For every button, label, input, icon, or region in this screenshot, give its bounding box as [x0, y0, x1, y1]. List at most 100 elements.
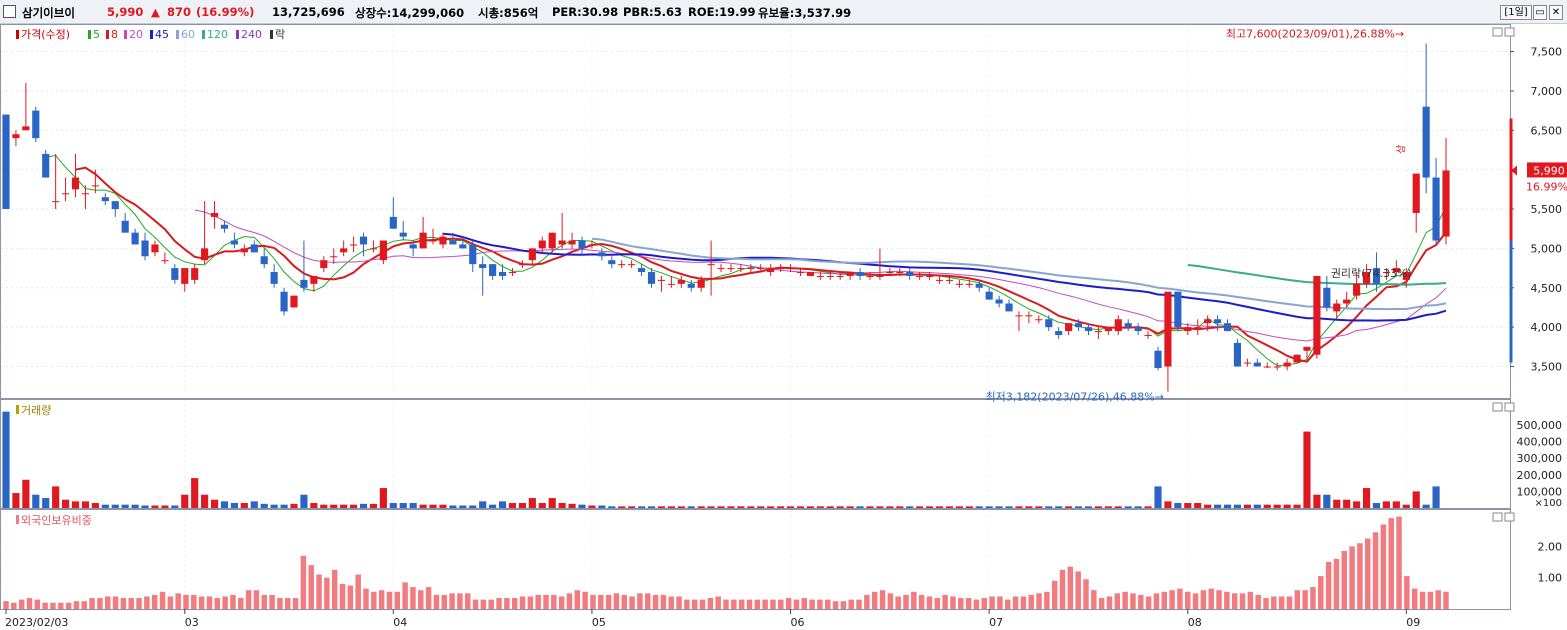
legend-label: 240: [241, 28, 262, 41]
foreign-ratio-bar: [551, 594, 557, 609]
foreign-ratio-bar: [50, 602, 56, 609]
candle-body: [1104, 327, 1112, 332]
volume-bar: [886, 506, 894, 508]
foreign-ratio-bar: [1435, 590, 1441, 609]
volume-bar: [1273, 504, 1281, 508]
volume-bar: [409, 503, 417, 508]
candle-body: [757, 268, 765, 270]
candle-body: [449, 240, 457, 245]
foreign-ratio-bar: [527, 596, 534, 609]
foreign-ratio-bar: [1388, 518, 1394, 609]
candle-body: [1422, 106, 1430, 178]
foreign-ratio-bar: [1208, 588, 1214, 609]
legend-marker: [236, 30, 239, 39]
volume-bar: [1214, 504, 1222, 508]
volume-bar: [1065, 506, 1073, 508]
close-icon[interactable]: ✕: [1549, 5, 1563, 20]
candle-body: [1223, 323, 1232, 332]
foreign-ratio-bar: [1318, 576, 1324, 609]
foreign-ratio-bar: [496, 598, 502, 609]
foreign-ratio-bar: [1161, 591, 1167, 609]
candle-body: [687, 283, 695, 288]
foreign-ratio-bar: [1404, 576, 1410, 609]
reserve-ratio: 유보율:3,537.99: [758, 6, 852, 20]
candle-body: [220, 224, 229, 229]
candle-body: [1382, 272, 1390, 274]
volume-bar: [121, 504, 129, 508]
volume-bar: [1382, 501, 1390, 508]
foreign-ratio-bar: [151, 594, 158, 609]
volume-bar: [767, 506, 775, 508]
candle-body: [290, 295, 298, 308]
foreign-ratio-bar: [1411, 588, 1418, 609]
foreign-ratio-bar: [715, 596, 721, 609]
volume-bar: [995, 506, 1003, 508]
volume-bar: [687, 506, 695, 508]
foreign-ratio-bar: [629, 596, 635, 609]
volume-bar: [389, 503, 397, 508]
volume-bar: [449, 505, 457, 508]
foreign-ratio-bar: [1372, 532, 1379, 609]
volume-bar: [1104, 506, 1112, 508]
volume-bar: [876, 506, 884, 508]
volume-bar: [439, 504, 447, 508]
candle-body: [518, 264, 526, 266]
foreign-ratio-bar: [1138, 594, 1144, 609]
volume-bar: [896, 506, 904, 508]
foreign-ratio-bar: [997, 596, 1003, 609]
foreign-ratio-bar: [269, 594, 275, 609]
volume-bar: [1392, 501, 1400, 508]
volume-bar: [210, 499, 219, 508]
period-button[interactable]: [1일]: [1500, 5, 1532, 20]
current-price-tag-label: 5,990: [1533, 164, 1565, 177]
candle-body: [101, 197, 109, 202]
price-tick-label: 5,500: [1531, 203, 1563, 216]
window-restore-icon[interactable]: ▭: [1533, 5, 1547, 20]
foreign-ratio-bar: [1341, 551, 1347, 609]
foreign-ratio-bar: [652, 594, 659, 609]
foreign-ratio-bar: [637, 593, 643, 609]
price-panel-frame: [0, 24, 1511, 399]
foreign-legend-label: 외국인보유비중: [21, 514, 92, 527]
volume-bar: [1402, 504, 1410, 508]
x-tick-label: 2023/02/03: [5, 616, 68, 629]
x-tick-label: 08: [1188, 616, 1202, 629]
candle-body: [270, 272, 278, 284]
stock-name[interactable]: 삼기이브이: [22, 6, 75, 20]
foreign-ratio-bar: [1106, 596, 1113, 609]
candle-body: [1154, 350, 1162, 369]
volume-bar: [916, 506, 924, 508]
candle-body: [419, 232, 427, 249]
foreign-ratio-bar: [1278, 596, 1285, 609]
volume-bar: [52, 486, 60, 508]
foreign-ratio-bar: [410, 587, 416, 609]
legend-marker: [150, 30, 153, 39]
volume-bar: [657, 506, 666, 508]
foreign-panel-frame: [0, 509, 1511, 610]
candle-body: [131, 232, 139, 245]
candle-body: [230, 240, 238, 245]
volume-bar: [518, 503, 526, 508]
foreign-ratio-bar: [1020, 596, 1027, 609]
candle-body: [945, 279, 954, 281]
candle-body: [1035, 319, 1043, 321]
volume-bar: [250, 501, 258, 508]
foreign-ratio-bar: [558, 596, 565, 609]
candle-body: [2, 114, 10, 210]
foreign-ratio-bar: [425, 587, 432, 609]
candle-body: [1074, 323, 1083, 328]
volume-bar: [1343, 499, 1351, 508]
candle-body: [1353, 283, 1361, 296]
foreign-ratio-bar: [89, 598, 95, 609]
change-arrow-icon: ▲: [151, 5, 160, 19]
volume-bar: [538, 503, 546, 508]
ma5-line: [45, 154, 1447, 367]
candle-body: [111, 201, 119, 210]
foreign-ratio-bar: [731, 599, 737, 609]
listed-shares: 상장수:14,299,060: [355, 6, 465, 20]
foreign-ratio-bar: [245, 590, 252, 609]
select-checkbox[interactable]: [3, 5, 16, 18]
candle-body: [359, 236, 368, 245]
foreign-ratio-bar: [1247, 591, 1254, 609]
